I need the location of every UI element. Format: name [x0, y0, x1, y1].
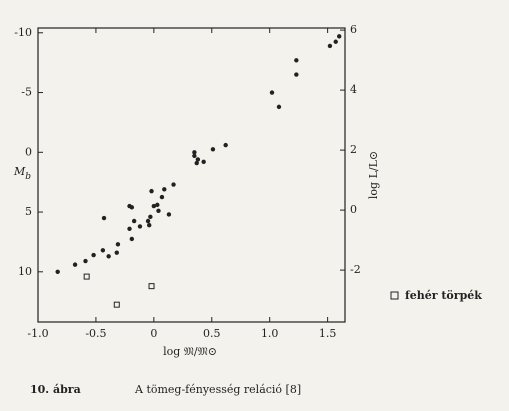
y-axis-label: Mb: [13, 165, 31, 182]
y-tick-label: 5: [25, 205, 32, 218]
star-point: [269, 90, 275, 95]
star-point: [195, 157, 201, 162]
star-point: [72, 262, 78, 267]
star-point: [327, 43, 333, 49]
y2-tick-label: 6: [350, 23, 357, 36]
star-point: [147, 222, 152, 228]
x-tick-label: -0.5: [85, 327, 106, 340]
x-axis-label: log 𝔐/𝔐⊙: [163, 345, 217, 358]
caption-number: 10. ábra: [30, 383, 81, 396]
star-point: [276, 104, 282, 110]
y2-tick-label: 0: [350, 203, 357, 216]
x-tick-label: 1.0: [261, 327, 279, 340]
star-point: [171, 182, 176, 187]
star-point: [131, 218, 137, 224]
star-point: [137, 224, 143, 229]
star-point: [127, 226, 132, 231]
legend-marker: [390, 291, 399, 300]
star-point: [115, 242, 121, 247]
star-point: [129, 205, 135, 210]
star-point: [294, 58, 299, 63]
y-label-main: M: [13, 165, 26, 178]
white-dwarf-point: [83, 273, 90, 280]
star-point: [223, 142, 228, 148]
legend-label: fehér törpék: [405, 289, 482, 302]
y-tick-label: 0: [25, 145, 32, 158]
star-point: [210, 147, 216, 152]
star-point: [55, 269, 60, 275]
x-tick-label: 0.5: [203, 327, 221, 340]
star-point: [106, 254, 111, 259]
star-point: [194, 160, 199, 166]
star-point: [166, 212, 172, 217]
star-point: [83, 258, 88, 264]
y-tick-label: -10: [14, 26, 32, 39]
x-tick-label: 1.5: [319, 327, 337, 340]
star-point: [129, 236, 135, 242]
star-point: [333, 39, 338, 44]
star-point: [114, 250, 119, 255]
x-tick-label: -1.0: [27, 327, 48, 340]
white-dwarf-point: [113, 301, 120, 308]
star-point: [91, 252, 96, 258]
star-point: [155, 202, 160, 208]
star-point: [101, 215, 107, 221]
star-point: [151, 203, 157, 209]
white-dwarf-point: [148, 283, 155, 290]
star-point: [192, 150, 197, 155]
star-point: [294, 72, 299, 77]
y2-tick-label: -2: [350, 263, 361, 276]
star-point: [145, 218, 151, 224]
plot-frame: [37, 27, 346, 323]
x-tick-label: 0: [150, 327, 157, 340]
star-point: [162, 187, 167, 192]
star-point: [149, 188, 154, 194]
y-tick-label: -5: [21, 86, 32, 99]
y-tick-label: 10: [18, 265, 32, 278]
star-point: [148, 214, 153, 220]
star-point: [100, 248, 106, 253]
star-point: [156, 208, 161, 214]
y2-tick-label: 2: [350, 143, 357, 156]
star-point: [201, 159, 206, 165]
y2-axis-label: log L/L⊙: [367, 151, 380, 199]
y2-tick-label: 4: [350, 83, 357, 96]
star-point: [192, 153, 197, 159]
y-label-sub: b: [25, 172, 31, 182]
star-point: [337, 34, 342, 39]
caption: A tömeg-fényesség reláció [8]: [134, 383, 301, 396]
star-point: [159, 194, 165, 200]
